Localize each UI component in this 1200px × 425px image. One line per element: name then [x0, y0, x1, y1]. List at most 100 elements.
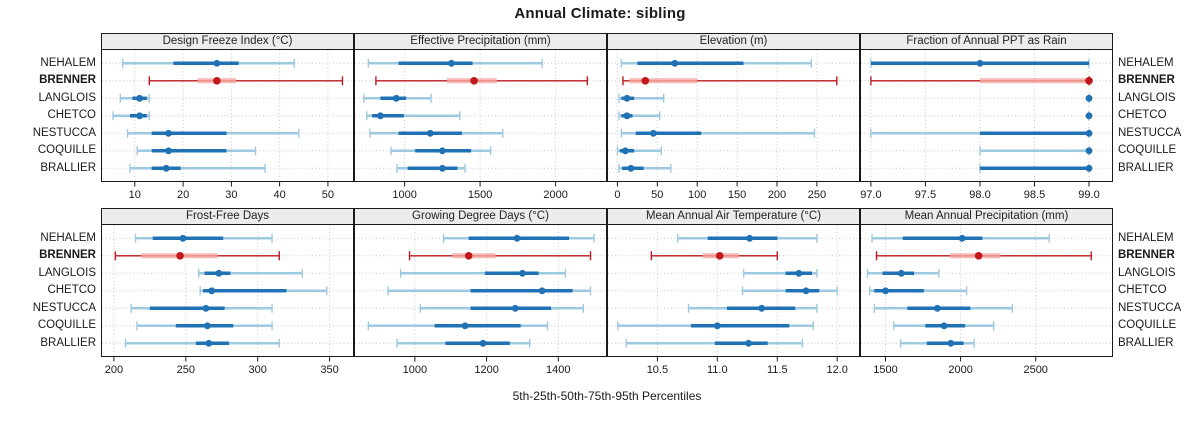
- percentile-caption: 5th-25th-50th-75th-95th Percentiles: [512, 389, 702, 403]
- median-dot: [448, 59, 455, 67]
- strip-header-elevation-m: Elevation (m): [607, 33, 860, 50]
- percentile-row-brallier: [625, 338, 804, 348]
- axis-tick-label: 30: [225, 189, 237, 201]
- percentile-row-langlois: [1085, 93, 1093, 103]
- median-dot: [1085, 77, 1093, 85]
- site-label-right-brallier: BRALLIER: [1118, 336, 1174, 349]
- median-dot: [671, 59, 679, 67]
- axis-tick-label: 300: [249, 364, 267, 376]
- median-dot: [470, 77, 478, 85]
- median-dot: [426, 129, 434, 137]
- median-dot: [205, 339, 213, 347]
- percentile-row-coquille: [617, 321, 814, 331]
- median-dot: [933, 304, 941, 312]
- median-dot: [746, 234, 754, 242]
- median-dot: [438, 164, 446, 172]
- percentile-row-chetco: [199, 286, 328, 296]
- median-dot: [208, 287, 216, 295]
- percentile-row-langlois: [399, 268, 567, 278]
- percentile-row-nestucca: [870, 128, 1093, 138]
- site-label-right-nestucca: NESTUCCA: [1118, 126, 1182, 139]
- chart-title: Annual Climate: sibling: [514, 5, 686, 22]
- percentile-row-brenner: [148, 76, 344, 86]
- median-dot: [713, 322, 721, 330]
- panel-design-freeze-index-c: 10 20 30 40 50: [101, 49, 354, 201]
- percentile-row-nehalem: [870, 58, 1090, 68]
- percentile-row-nehalem: [620, 58, 813, 68]
- strip-header-mean-annual-precipitation-mm: Mean Annual Precipitation (mm): [860, 208, 1113, 225]
- median-dot: [882, 287, 889, 295]
- site-label-right-nehalem: NEHALEM: [1118, 56, 1174, 69]
- site-label-left-coquille: COQUILLE: [37, 144, 96, 157]
- panel-elevation-m: 0 50 100 150 200 250: [607, 49, 860, 201]
- panel-border: [354, 224, 607, 357]
- axis-tick-label: 11.5: [767, 364, 788, 376]
- median-dot: [715, 252, 724, 260]
- percentile-row-brallier: [129, 163, 266, 173]
- axis-tick-label: 97.0: [860, 189, 881, 201]
- median-dot: [165, 129, 172, 137]
- axis-tick-label: 10.5: [647, 364, 668, 376]
- site-label-left-brenner: BRENNER: [39, 74, 96, 87]
- percentile-row-langlois: [866, 268, 940, 278]
- strip-header-effective-precipitation-mm: Effective Precipitation (mm): [354, 33, 607, 50]
- axis-tick-label: 1000: [392, 189, 416, 201]
- site-label-right-langlois: LANGLOIS: [1118, 91, 1176, 104]
- percentile-row-nestucca: [687, 303, 818, 313]
- axis-tick-label: 98.5: [1024, 189, 1045, 201]
- axis-tick-label: 98.0: [969, 189, 990, 201]
- percentile-row-nestucca: [873, 303, 1014, 313]
- median-dot: [202, 304, 210, 312]
- panel-border: [354, 49, 607, 182]
- axis-tick-label: 150: [728, 189, 746, 201]
- percentile-row-nehalem: [442, 233, 595, 243]
- median-dot: [464, 252, 473, 260]
- percentile-row-brenner: [870, 76, 1093, 86]
- median-dot: [976, 59, 984, 67]
- percentile-row-langlois: [198, 268, 303, 278]
- median-dot: [623, 94, 631, 102]
- median-dot: [1085, 129, 1093, 137]
- axis-tick-label: 11.0: [707, 364, 728, 376]
- percentile-row-coquille: [390, 146, 492, 156]
- axis-tick-label: 250: [808, 189, 826, 201]
- strip-header-growing-degree-days-c: Growing Degree Days (°C): [354, 208, 607, 225]
- percentile-row-chetco: [366, 111, 461, 121]
- site-label-right-brallier: BRALLIER: [1118, 161, 1174, 174]
- percentile-row-coquille: [979, 146, 1093, 156]
- percentile-row-chetco: [1085, 111, 1093, 121]
- site-label-right-brenner: BRENNER: [1118, 249, 1175, 262]
- median-dot: [940, 322, 948, 330]
- percentile-row-nestucca: [130, 303, 273, 313]
- axis-tick-label: 97.5: [915, 189, 936, 201]
- strip-header-fraction-of-annual-ppt-as-rain: Fraction of Annual PPT as Rain: [860, 33, 1113, 50]
- site-label-right-coquille: COQUILLE: [1118, 144, 1177, 157]
- site-label-right-nestucca: NESTUCCA: [1118, 301, 1182, 314]
- median-dot: [641, 77, 650, 85]
- percentile-row-nehalem: [367, 58, 543, 68]
- median-dot: [795, 269, 803, 277]
- median-dot: [947, 339, 955, 347]
- site-label-right-langlois: LANGLOIS: [1118, 266, 1176, 279]
- site-label-left-brenner: BRENNER: [39, 249, 96, 262]
- percentile-row-brallier: [396, 338, 531, 348]
- panel-growing-degree-days-c: 1000 1200 1400: [354, 224, 607, 376]
- axis-tick-label: 1500: [873, 364, 897, 376]
- median-dot: [511, 304, 519, 312]
- median-dot: [974, 252, 983, 260]
- median-dot: [958, 234, 966, 242]
- median-dot: [215, 269, 223, 277]
- axis-tick-label: 1400: [546, 364, 570, 376]
- site-label-left-nestucca: NESTUCCA: [32, 301, 96, 314]
- percentile-row-chetco: [112, 111, 150, 121]
- median-dot: [176, 252, 184, 260]
- percentile-row-nestucca: [126, 128, 300, 138]
- panel-effective-precipitation-mm: 1000 1500 2000: [354, 49, 607, 201]
- panel-mean-annual-precipitation-mm: 1500 2000 2500: [860, 224, 1113, 376]
- percentile-row-nehalem: [871, 233, 1050, 243]
- median-dot: [1085, 164, 1093, 172]
- site-label-left-langlois: LANGLOIS: [38, 91, 96, 104]
- site-label-left-nehalem: NEHALEM: [40, 231, 96, 244]
- panel-border: [860, 224, 1113, 357]
- median-dot: [1085, 112, 1093, 120]
